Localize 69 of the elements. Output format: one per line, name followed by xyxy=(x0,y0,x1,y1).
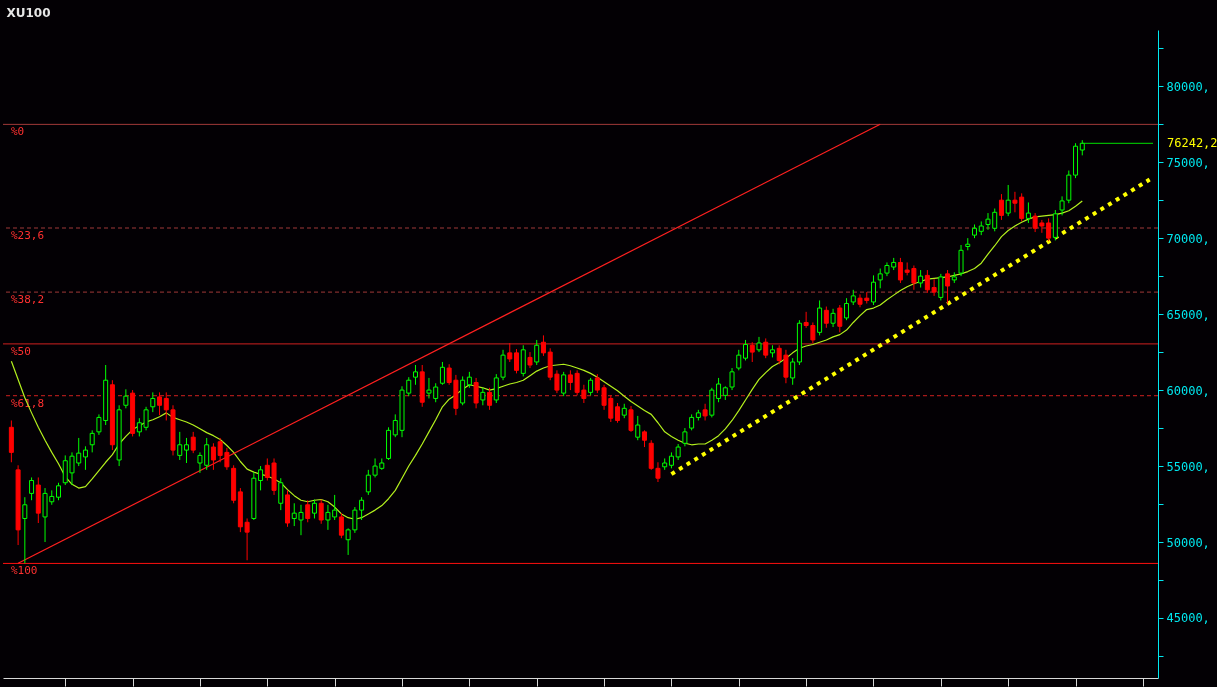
candlestick xyxy=(561,371,567,397)
y-tick-label: 75000, xyxy=(1166,155,1210,170)
candlestick xyxy=(123,388,129,409)
candlestick xyxy=(743,339,749,361)
candlestick xyxy=(487,387,493,411)
candlestick xyxy=(837,304,843,333)
candlestick xyxy=(89,429,95,453)
candlestick xyxy=(897,257,903,284)
ref-line-label: %50 xyxy=(11,344,31,358)
candlestick xyxy=(338,512,344,539)
y-tick-label: 50000, xyxy=(1166,535,1210,550)
candlestick xyxy=(82,445,88,471)
candlestick xyxy=(318,498,324,525)
candlestick xyxy=(749,341,755,363)
candlestick xyxy=(958,244,964,277)
y-tick-label: 70000, xyxy=(1166,231,1210,246)
candlestick xyxy=(763,337,769,359)
candlestick xyxy=(177,431,183,461)
candlestick xyxy=(938,273,944,301)
candlestick xyxy=(628,405,634,433)
candlestick xyxy=(150,391,156,413)
candlestick xyxy=(29,476,35,501)
ref-line-label: %0 xyxy=(11,125,25,139)
candlestick xyxy=(460,375,466,406)
candlestick xyxy=(702,403,708,421)
candlestick xyxy=(736,349,742,371)
candlestick xyxy=(756,336,762,353)
y-tick-label: 65000, xyxy=(1166,307,1210,322)
candlestick xyxy=(998,193,1004,221)
candlestick xyxy=(157,391,163,416)
candlestick xyxy=(514,348,520,374)
y-tick-label: 60000, xyxy=(1166,383,1210,398)
candlestick xyxy=(473,377,479,409)
candlestick xyxy=(615,402,621,424)
ref-line-label: %100 xyxy=(11,564,38,578)
candlestick xyxy=(278,477,284,511)
candlestick xyxy=(830,308,836,328)
chart-title: XU100 xyxy=(6,6,51,20)
candlestick xyxy=(635,415,641,441)
candlestick xyxy=(190,431,196,454)
candlestick xyxy=(311,498,317,519)
candlestick xyxy=(540,334,546,357)
candlestick xyxy=(716,377,722,403)
y-tick-label: 80000, xyxy=(1166,79,1210,94)
candlestick xyxy=(534,339,540,366)
candlestick xyxy=(439,361,445,386)
candlestick xyxy=(507,342,513,363)
ref-line-label: %23,6 xyxy=(11,229,45,242)
text: 76242,2 xyxy=(1167,136,1217,151)
candlestick xyxy=(305,499,311,523)
ref-line-label: %38,2 xyxy=(11,293,45,307)
candlestick xyxy=(210,442,216,471)
candlestick xyxy=(823,306,829,329)
line-series xyxy=(10,200,1083,520)
y-tick-label: 45000, xyxy=(1166,611,1210,626)
candlestick xyxy=(1005,184,1011,217)
candlestick xyxy=(682,427,688,447)
candlestick xyxy=(258,465,264,491)
candlestick xyxy=(844,297,850,321)
candlestick xyxy=(520,344,526,377)
candlestick xyxy=(790,357,796,386)
candlestick xyxy=(1025,201,1031,224)
candlestick xyxy=(412,364,418,386)
candlestick xyxy=(945,269,951,304)
candlestick xyxy=(22,496,28,564)
candlestick xyxy=(1052,209,1058,241)
y-tick-label: 55000, xyxy=(1166,459,1210,474)
candlestick xyxy=(870,274,876,306)
candlestick xyxy=(183,437,189,464)
